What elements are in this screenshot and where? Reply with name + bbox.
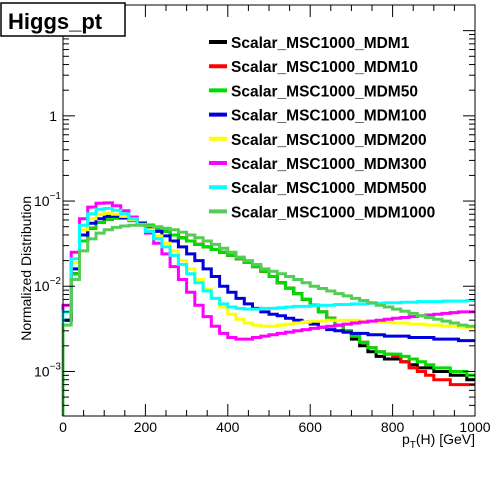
series-line-7 xyxy=(61,206,475,416)
legend-label-4: Scalar_MSC1000_MDM100 xyxy=(231,108,427,125)
series-line-5 xyxy=(61,211,475,416)
x-tick-label: 1000 xyxy=(459,419,490,435)
legend-label-8: Scalar_MSC1000_MDM1000 xyxy=(231,204,435,221)
y-tick-base: 10 xyxy=(34,278,50,294)
y-tick-exponent: −2 xyxy=(50,276,62,287)
y-axis-label: Normalized Distribution xyxy=(18,196,34,341)
x-axis-label-main: p xyxy=(402,431,410,447)
legend-label-5: Scalar_MSC1000_MDM200 xyxy=(231,132,427,149)
y-tick-label: 10−2 xyxy=(34,276,61,294)
x-tick-label: 200 xyxy=(134,419,158,435)
title-box: Higgs_pt xyxy=(0,2,126,37)
y-tick-base: 10 xyxy=(34,193,50,209)
legend-label-7: Scalar_MSC1000_MDM500 xyxy=(231,180,427,197)
x-tick-label: 400 xyxy=(216,419,240,435)
series-layer xyxy=(61,201,475,416)
x-axis-label: pT(H) [GeV] xyxy=(402,431,475,451)
legend: Scalar_MSC1000_MDM1 Scalar_MSC1000_MDM10 S… xyxy=(209,35,435,221)
y-tick-exponent: −3 xyxy=(50,361,62,372)
x-tick-label: 800 xyxy=(381,419,405,435)
title-frame xyxy=(0,2,126,37)
y-tick-label: 10−1 xyxy=(34,191,61,209)
x-tick-label: 0 xyxy=(59,419,67,435)
legend-label-3: Scalar_MSC1000_MDM50 xyxy=(231,83,418,100)
x-axis-label-rest: (H) [GeV] xyxy=(416,431,475,447)
x-tick-label: 600 xyxy=(299,419,323,435)
legend-label-2: Scalar_MSC1000_MDM10 xyxy=(231,59,418,76)
series-line-8 xyxy=(61,223,475,416)
legend-label-1: Scalar_MSC1000_MDM1 xyxy=(231,35,410,52)
y-tick-label: 1 xyxy=(49,108,57,124)
y-tick-base: 10 xyxy=(34,363,50,379)
legend-label-6: Scalar_MSC1000_MDM300 xyxy=(231,156,427,173)
x-axis-label-sub: T xyxy=(410,440,416,451)
chart-title: Higgs_pt xyxy=(8,9,103,34)
y-tick-exponent: −1 xyxy=(50,191,62,202)
y-tick-label: 10−3 xyxy=(34,361,61,379)
